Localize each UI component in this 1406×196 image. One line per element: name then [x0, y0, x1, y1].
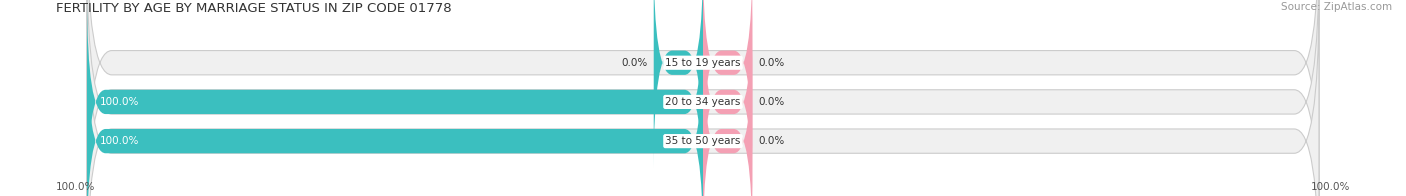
- FancyBboxPatch shape: [87, 36, 703, 196]
- Text: 100.0%: 100.0%: [100, 136, 139, 146]
- FancyBboxPatch shape: [654, 0, 703, 168]
- Text: 35 to 50 years: 35 to 50 years: [665, 136, 741, 146]
- Text: FERTILITY BY AGE BY MARRIAGE STATUS IN ZIP CODE 01778: FERTILITY BY AGE BY MARRIAGE STATUS IN Z…: [56, 2, 451, 15]
- Text: 0.0%: 0.0%: [758, 97, 785, 107]
- Text: 100.0%: 100.0%: [1310, 182, 1350, 192]
- Text: 0.0%: 0.0%: [758, 136, 785, 146]
- Text: 0.0%: 0.0%: [758, 58, 785, 68]
- Text: Source: ZipAtlas.com: Source: ZipAtlas.com: [1281, 2, 1392, 12]
- FancyBboxPatch shape: [703, 36, 752, 196]
- FancyBboxPatch shape: [87, 0, 1319, 196]
- FancyBboxPatch shape: [703, 0, 752, 168]
- FancyBboxPatch shape: [703, 0, 752, 196]
- FancyBboxPatch shape: [87, 0, 1319, 196]
- Text: 15 to 19 years: 15 to 19 years: [665, 58, 741, 68]
- FancyBboxPatch shape: [87, 0, 1319, 196]
- Text: 20 to 34 years: 20 to 34 years: [665, 97, 741, 107]
- Text: 0.0%: 0.0%: [621, 58, 648, 68]
- Text: 100.0%: 100.0%: [100, 97, 139, 107]
- Text: 100.0%: 100.0%: [56, 182, 96, 192]
- FancyBboxPatch shape: [87, 0, 703, 196]
